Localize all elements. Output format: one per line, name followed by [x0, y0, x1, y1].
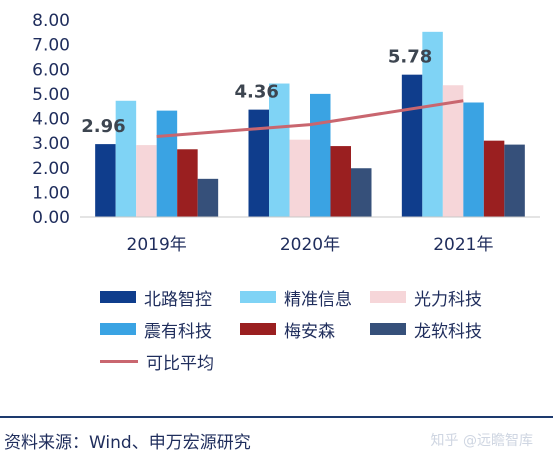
bar: [197, 178, 219, 217]
x-tick-label: 2021年: [433, 235, 493, 255]
legend-item-beilu: 北路智控: [100, 286, 212, 310]
legend-item-average: 可比平均: [100, 350, 214, 374]
bar: [310, 93, 331, 217]
bar: [248, 109, 269, 217]
y-tick-label: 0.00: [32, 208, 70, 228]
bar: [442, 85, 464, 217]
data-label: 2.96: [81, 116, 125, 137]
bar-chart: 0.00 1.00 2.00 3.00 4.00 5.00 6.00 7.00 8.00 2019…: [32, 11, 540, 255]
chart-legend: 北路智控 精准信息 光力科技 震有科技 梅安森 龙软科技 可比平均: [0, 278, 553, 388]
x-tick-label: 2020年: [280, 235, 340, 255]
bar: [483, 140, 505, 217]
legend-swatch-meiansen: [240, 323, 276, 335]
legend-label: 可比平均: [146, 353, 214, 374]
bar: [289, 139, 310, 217]
y-tick-label: 2.00: [32, 159, 70, 179]
legend-item-meiansen: 梅安森: [240, 318, 335, 342]
legend-line-average: [100, 359, 138, 363]
y-tick-label: 5.00: [32, 85, 70, 105]
y-tick-label: 6.00: [32, 60, 70, 80]
bar: [177, 149, 198, 217]
bar: [401, 74, 423, 217]
x-tick-label: 2019年: [127, 235, 187, 255]
bar: [422, 31, 443, 217]
legend-item-jingzhun: 精准信息: [240, 286, 352, 310]
average-line: [156, 99, 464, 138]
data-label: 4.36: [235, 82, 279, 103]
y-tick-label: 8.00: [32, 11, 70, 31]
legend-swatch-guangli: [370, 291, 406, 303]
legend-swatch-longruan: [370, 323, 406, 335]
watermark: 知乎 @远瞻智库: [430, 433, 533, 449]
legend-label: 震有科技: [144, 321, 212, 342]
y-tick-label: 1.00: [32, 183, 70, 203]
legend-swatch-beilu: [100, 291, 136, 303]
legend-label: 光力科技: [414, 289, 482, 310]
legend-swatch-jingzhun: [240, 291, 276, 303]
bar: [156, 110, 178, 217]
data-label: 5.78: [388, 47, 432, 68]
legend-swatch-zhenyou: [100, 323, 136, 335]
bar: [95, 144, 116, 217]
legend-label: 精准信息: [284, 289, 352, 310]
legend-item-longruan: 龙软科技: [370, 318, 482, 342]
bar: [351, 168, 372, 217]
y-tick-label: 3.00: [32, 134, 70, 154]
bar: [136, 145, 157, 217]
y-tick-label: 4.00: [32, 110, 70, 130]
bar: [115, 100, 137, 217]
legend-label: 北路智控: [144, 289, 212, 310]
footer-divider: [0, 416, 553, 418]
legend-label: 梅安森: [284, 321, 335, 342]
bar: [463, 102, 484, 217]
legend-item-guangli: 光力科技: [370, 286, 482, 310]
legend-label: 龙软科技: [414, 321, 482, 342]
legend-item-zhenyou: 震有科技: [100, 318, 212, 342]
bar: [504, 144, 525, 217]
bar: [269, 83, 290, 217]
y-tick-label: 7.00: [32, 36, 70, 56]
source-note: 资料来源：Wind、申万宏源研究: [4, 433, 251, 453]
bar: [330, 146, 351, 217]
